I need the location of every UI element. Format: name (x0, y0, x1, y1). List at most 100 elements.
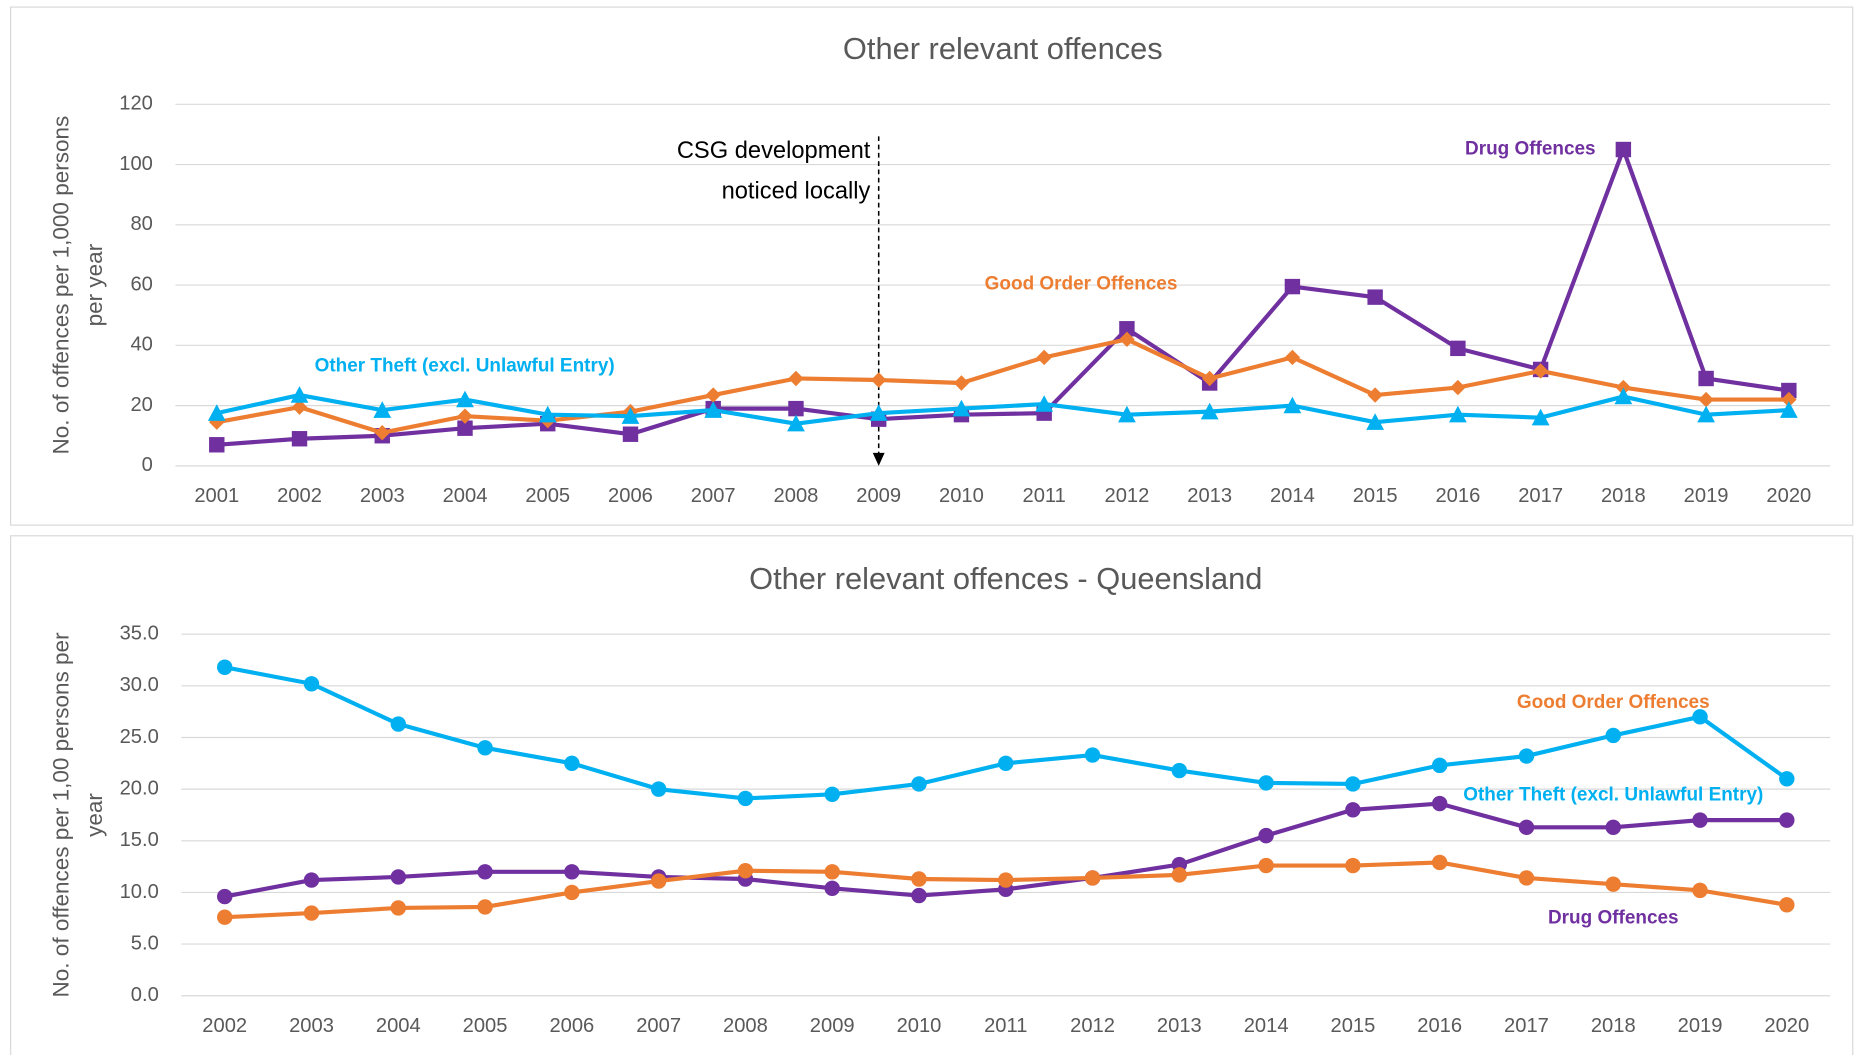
series-line (216, 337, 1789, 435)
series-label: Drug Offences (1465, 138, 1596, 159)
y-tick-label: 5.0 (131, 932, 159, 954)
chart-title: Other relevant offences - Queensland (749, 561, 1262, 596)
x-tick-label: 2001 (194, 485, 239, 507)
marker (1605, 819, 1621, 836)
x-tick-label: 2006 (608, 485, 653, 507)
x-tick-label: 2013 (1157, 1015, 1202, 1037)
marker (1431, 757, 1448, 774)
x-tick-label: 2012 (1070, 1015, 1115, 1037)
x-tick-label: 2007 (636, 1015, 681, 1037)
x-tick-label: 2013 (1187, 485, 1232, 507)
marker (911, 887, 927, 904)
marker (1781, 391, 1797, 408)
marker (209, 437, 225, 453)
marker (1118, 405, 1136, 423)
marker (1779, 771, 1795, 787)
marker (1201, 370, 1218, 387)
marker (217, 659, 233, 675)
marker (1698, 370, 1714, 387)
marker (787, 414, 805, 432)
x-tick-label: 2003 (289, 1015, 334, 1037)
marker (390, 869, 406, 885)
marker (1345, 802, 1361, 818)
marker (1258, 827, 1274, 844)
marker (1450, 340, 1466, 357)
x-tick-label: 2004 (376, 1015, 421, 1037)
x-tick-label: 2015 (1330, 1015, 1375, 1037)
marker (650, 781, 667, 797)
x-tick-label: 2004 (443, 485, 488, 507)
marker (788, 400, 804, 417)
marker (217, 909, 233, 925)
y-tick-label: 0.0 (131, 984, 159, 1006)
marker (622, 426, 639, 442)
marker (953, 375, 970, 391)
x-tick-label: 2014 (1270, 485, 1315, 507)
x-tick-label: 2008 (723, 1015, 768, 1037)
marker (1615, 379, 1632, 396)
marker (564, 755, 580, 772)
marker (1119, 331, 1135, 348)
marker (1518, 870, 1535, 886)
marker (477, 740, 493, 756)
marker (1448, 405, 1467, 423)
marker (1258, 775, 1274, 791)
marker (217, 888, 233, 905)
y-tick-label: 15.0 (120, 829, 159, 851)
marker (1084, 747, 1101, 763)
x-tick-label: 2012 (1105, 485, 1150, 507)
marker (1532, 363, 1549, 379)
y-tick-label: 100 (119, 153, 153, 175)
marker (374, 425, 390, 441)
arrow-head (872, 452, 885, 466)
marker (291, 399, 308, 415)
x-tick-label: 2011 (984, 1015, 1027, 1037)
marker (1171, 867, 1188, 883)
marker (998, 872, 1014, 888)
marker (869, 404, 888, 421)
y-tick-label: 20 (130, 394, 152, 416)
marker (457, 420, 473, 436)
x-tick-label: 2020 (1766, 485, 1811, 507)
x-tick-label: 2003 (360, 485, 405, 507)
marker (1431, 854, 1448, 871)
marker (1692, 812, 1708, 828)
marker (1779, 897, 1795, 913)
marker (1284, 349, 1301, 366)
marker (373, 401, 392, 418)
marker (303, 676, 320, 692)
x-tick-label: 2017 (1504, 1015, 1549, 1037)
marker (1518, 748, 1535, 764)
marker (1171, 762, 1188, 779)
marker (824, 864, 840, 880)
marker (1431, 795, 1448, 812)
x-tick-label: 2018 (1591, 1015, 1636, 1037)
x-tick-label: 2005 (463, 1015, 508, 1037)
x-tick-label: 2009 (810, 1015, 855, 1037)
panel-border (10, 535, 1854, 1055)
marker (952, 399, 971, 417)
marker (1779, 812, 1795, 828)
y-tick-label: 120 (119, 93, 153, 115)
marker (1258, 857, 1274, 874)
x-tick-label: 2015 (1353, 485, 1398, 507)
marker (477, 864, 493, 880)
x-tick-label: 2014 (1244, 1015, 1289, 1037)
marker (1450, 379, 1466, 396)
x-tick-label: 2016 (1435, 485, 1480, 507)
marker (1345, 857, 1361, 874)
marker (390, 716, 406, 732)
marker (456, 390, 474, 408)
x-tick-label: 2010 (939, 485, 984, 507)
marker (291, 431, 308, 447)
marker (390, 900, 406, 916)
x-tick-label: 2009 (856, 485, 901, 507)
marker (564, 864, 580, 880)
marker (650, 873, 667, 889)
marker (1614, 387, 1633, 405)
x-tick-label: 2018 (1601, 485, 1646, 507)
y-tick-label: 0 (142, 454, 153, 476)
annotation: CSG development (677, 138, 871, 164)
marker (207, 404, 226, 421)
